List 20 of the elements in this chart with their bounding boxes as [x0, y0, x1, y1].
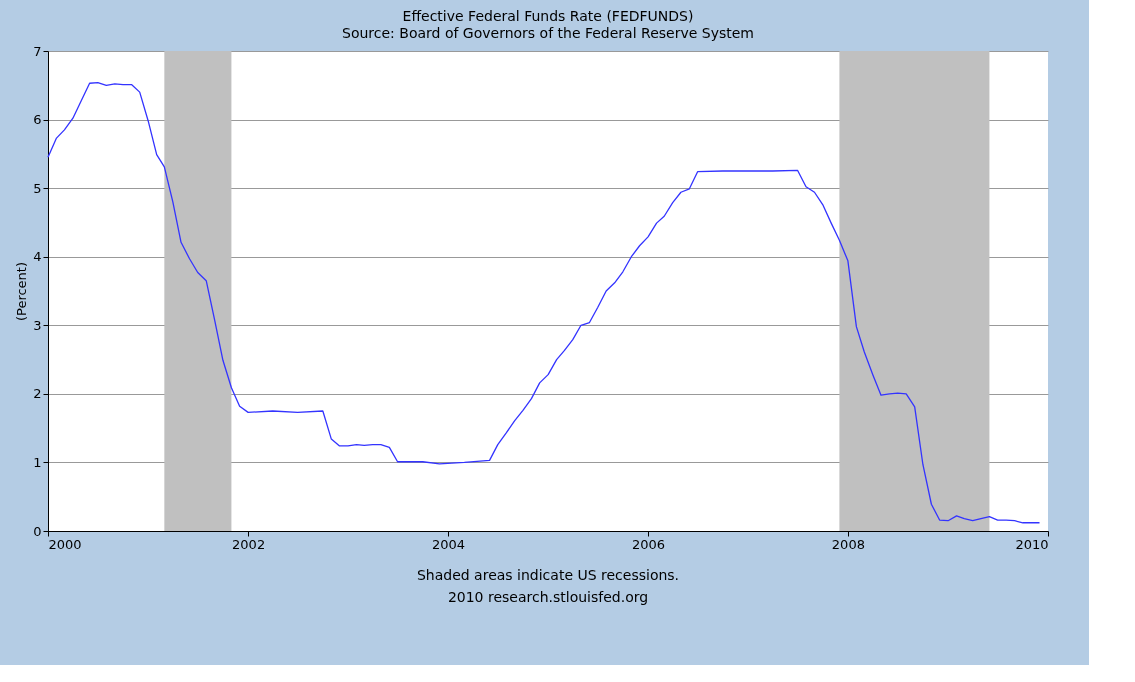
line-series — [47, 81, 1041, 524]
y-tick-label: 3 — [33, 317, 42, 333]
y-tick-label: 7 — [33, 43, 42, 59]
y-axis-title: (Percent) — [14, 261, 30, 322]
x-tick-label: 2002 — [232, 536, 266, 552]
x-tick-label: 2004 — [431, 536, 465, 552]
x-tick-label: 2006 — [632, 536, 666, 552]
y-tick-label: 0 — [33, 523, 42, 539]
y-tick-label: 5 — [33, 180, 42, 196]
x-tick-label: 2000 — [48, 536, 82, 552]
y-tick-label: 6 — [33, 112, 42, 128]
x-tick-label: 2010 — [1015, 536, 1049, 552]
y-tick-label: 1 — [33, 454, 42, 470]
x-tick-label: 2008 — [831, 536, 865, 552]
y-tick-label: 4 — [33, 249, 42, 265]
text: 2010 research.stlouisfed.org — [447, 589, 649, 605]
y-tick-label: 2 — [33, 386, 42, 402]
chart-title: Effective Federal Funds Rate (FEDFUNDS) — [402, 8, 694, 24]
chart-subtitle: Source: Board of Governors of the Federal Reserve System — [342, 25, 754, 41]
text: Shaded areas indicate US recessions. — [416, 567, 680, 583]
